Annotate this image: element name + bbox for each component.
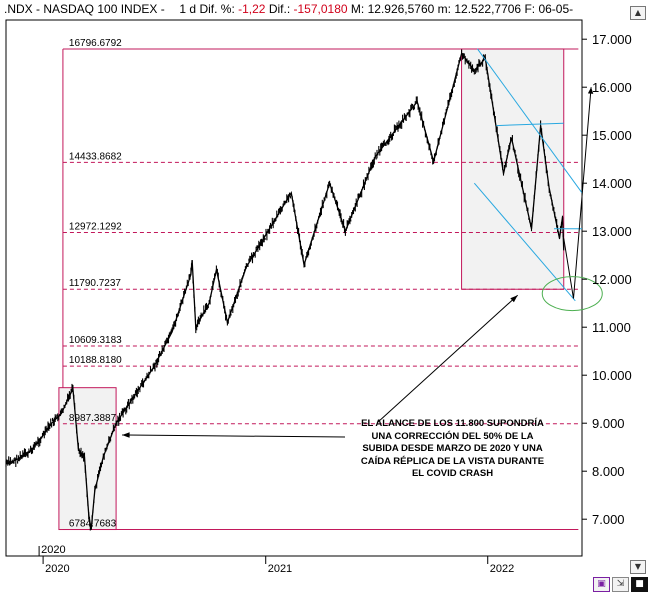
dif-pct-label: Dif. %: [199, 2, 235, 16]
projection-line [563, 87, 592, 299]
annotation-line: UNA CORRECCIÓN DEL 50% DE LA [371, 430, 534, 442]
annotation-line: EL ALANCE DE LOS 11.800 SUPONDRÍA [361, 418, 544, 429]
box-covid-crash [58, 387, 117, 531]
y-tick-label: 17.000 [592, 32, 632, 47]
dif-value: -157,0180 [293, 2, 348, 16]
save-icon[interactable]: ▣ [593, 577, 610, 592]
annotation-arrow-left-head [122, 432, 130, 438]
expand-icon[interactable]: ⇲ [612, 577, 629, 592]
scroll-up-icon[interactable]: ▲ [630, 6, 646, 20]
annotation-line: EL COVID CRASH [411, 468, 494, 479]
y-tick-label: 9.000 [592, 416, 625, 431]
projection-arrowhead [587, 87, 594, 94]
annotation-arrow-left [122, 434, 346, 438]
level-label: 10188.8180 [69, 355, 122, 366]
y-tick-label: 12.000 [592, 272, 632, 287]
scroll-down-icon[interactable]: ▼ [630, 560, 646, 574]
y-tick-label: 8.000 [592, 464, 625, 479]
channel-line [473, 182, 576, 302]
level-label: 10609.3183 [69, 335, 122, 346]
x-tick-label: 2022 [490, 563, 514, 575]
dark-square-icon[interactable]: ■ [631, 577, 648, 592]
level-label: 16796.6792 [69, 38, 122, 49]
plot-frame [5, 19, 583, 557]
interval-label: 1 d [179, 2, 197, 16]
y-tick-label: 15.000 [592, 128, 632, 143]
box-current-correction [461, 48, 565, 290]
date-value: 06-05- [538, 2, 574, 16]
y-tick-label: 13.000 [592, 224, 632, 239]
max-label: M: [350, 2, 365, 16]
min-label: m: [437, 2, 452, 16]
chart-header: .NDX - NASDAQ 100 INDEX - 1 d Dif. %: -1… [4, 2, 573, 16]
x-tick-label: 2020 [45, 563, 69, 575]
level-label: 14433.8682 [69, 151, 122, 162]
level-label: 6784.7683 [69, 519, 117, 530]
level-label: 11790.7237 [69, 278, 122, 289]
level-label: 8987.3887 [69, 413, 117, 424]
y-tick-label: 11.000 [592, 320, 631, 335]
annotation-text: EL ALANCE DE LOS 11.800 SUPONDRÍA UNA CO… [345, 418, 560, 481]
price-line [5, 52, 565, 530]
y-tick-label: 10.000 [592, 368, 632, 383]
date-label: F: [524, 2, 536, 16]
min-value: 12.522,7706 [454, 2, 522, 16]
dif-pct-value: -1,22 [238, 2, 266, 16]
annotation-arrow-up-head [510, 295, 518, 303]
x-tick-label: 2021 [268, 563, 292, 575]
channel-line [476, 48, 583, 194]
y-tick-label: 16.000 [592, 80, 632, 95]
annotation-arrow-up [377, 294, 518, 423]
symbol-label: .NDX - NASDAQ 100 INDEX - [4, 2, 165, 16]
annotation-line: SUBIDA DESDE MARZO DE 2020 Y UNA [362, 443, 543, 454]
annotation-line: CAÍDA RÉPLICA DE LA VISTA DURANTE [360, 455, 545, 467]
dif-label: Dif.: [268, 2, 291, 16]
chart-toolbar: ▣ ⇲ ■ [593, 577, 648, 592]
channel-line [496, 122, 564, 127]
y-tick-label: 14.000 [592, 176, 632, 191]
cursor-date-label: 2020 [41, 544, 65, 556]
target-ellipse [541, 276, 603, 312]
max-value: 12.926,5760 [367, 2, 435, 16]
level-label: 12972.1292 [69, 222, 122, 233]
y-tick-label: 7.000 [592, 512, 625, 527]
